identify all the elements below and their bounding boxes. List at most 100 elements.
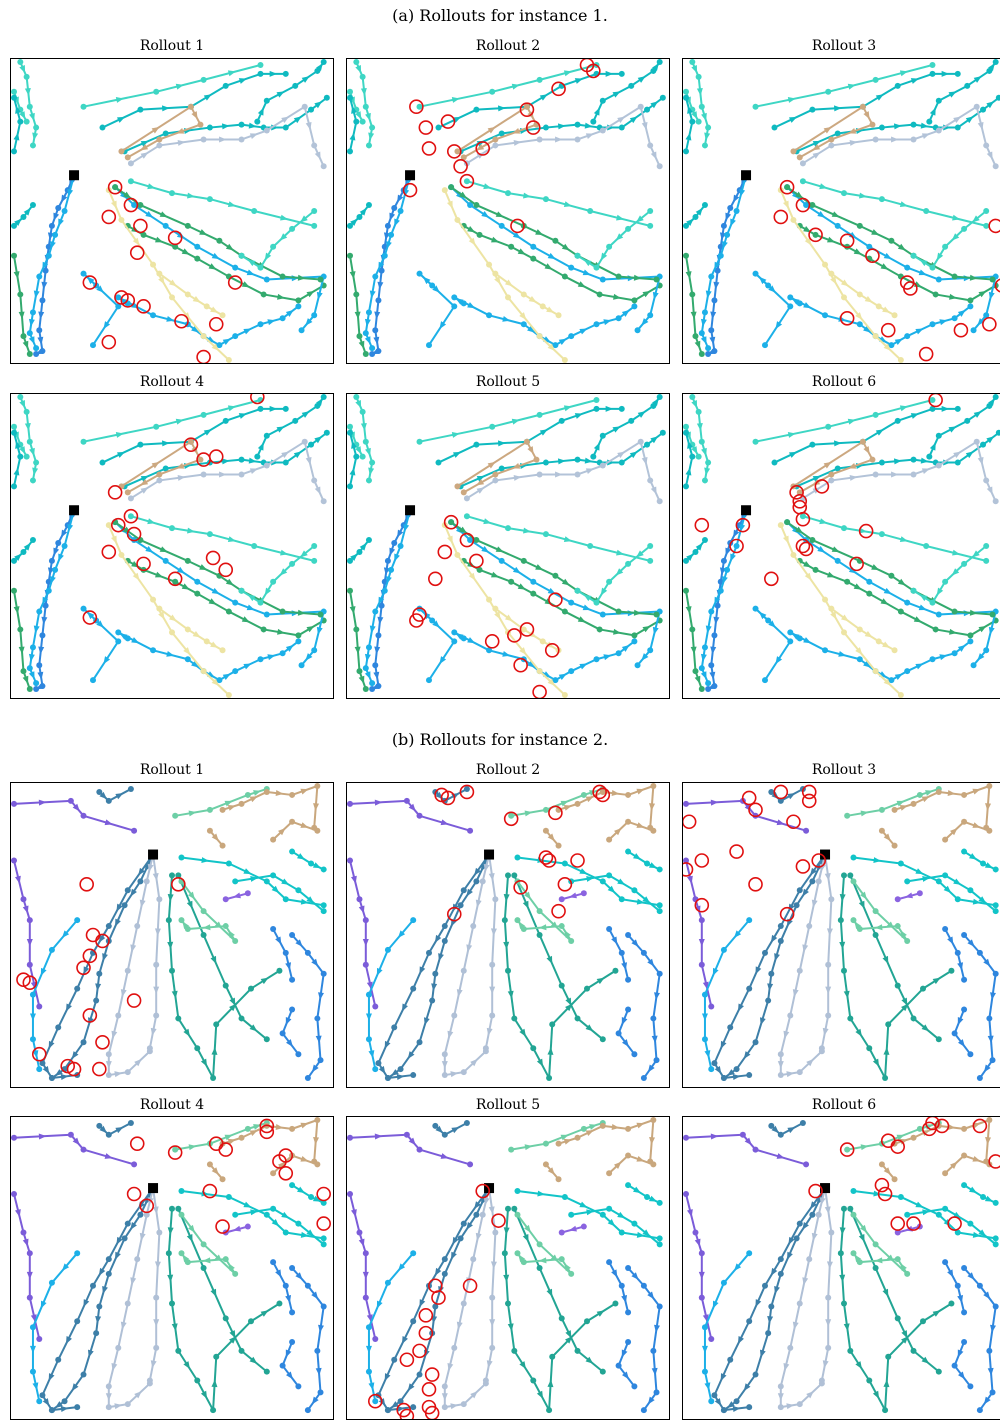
customer-node xyxy=(172,243,179,250)
customer-node xyxy=(536,908,543,915)
customer-node xyxy=(505,967,511,974)
highlight-ring xyxy=(459,784,475,800)
route-path xyxy=(127,513,318,564)
customer-node xyxy=(146,1377,153,1384)
customer-node xyxy=(194,1045,201,1052)
direction-arrow xyxy=(704,467,711,476)
highlight-ring xyxy=(789,485,804,500)
customer-node xyxy=(184,1259,191,1266)
customer-node xyxy=(362,917,369,924)
customer-node xyxy=(683,587,689,594)
highlight-ring xyxy=(174,313,189,329)
route-path xyxy=(369,172,414,358)
direction-arrow xyxy=(871,564,880,571)
customer-node xyxy=(362,961,369,968)
customer-node xyxy=(954,459,961,466)
direction-arrow xyxy=(474,1201,481,1210)
customer-node xyxy=(451,1012,458,1019)
customer-node xyxy=(289,1182,296,1189)
customer-node xyxy=(45,252,52,259)
customer-node xyxy=(705,459,712,466)
customer-node xyxy=(153,961,160,968)
customer-node xyxy=(701,202,708,209)
highlight-ring xyxy=(811,853,827,868)
customer-node xyxy=(219,312,226,319)
direction-arrow xyxy=(972,822,981,828)
direction-arrow xyxy=(523,527,531,534)
customer-node xyxy=(39,297,46,304)
direction-arrow xyxy=(15,105,21,114)
direction-arrow xyxy=(227,405,236,412)
direction-arrow xyxy=(199,564,208,571)
direction-arrow xyxy=(285,1294,292,1303)
direction-arrow xyxy=(311,1291,319,1300)
direction-arrow xyxy=(880,263,889,270)
customer-node xyxy=(910,136,917,143)
customer-node xyxy=(254,118,261,125)
customer-node xyxy=(599,1211,606,1218)
customer-node xyxy=(347,222,353,229)
direction-arrow xyxy=(988,398,995,407)
customer-node xyxy=(505,872,511,879)
direction-arrow xyxy=(507,990,514,999)
highlight-ring xyxy=(440,790,456,806)
route-path xyxy=(254,394,327,460)
customer-node xyxy=(825,1344,832,1351)
highlight-ring xyxy=(808,1183,823,1199)
direction-arrow xyxy=(502,315,511,322)
customer-node xyxy=(410,1404,417,1411)
direction-arrow xyxy=(187,527,195,534)
customer-node xyxy=(844,1146,851,1153)
customer-node xyxy=(270,836,277,843)
customer-node xyxy=(156,1229,163,1236)
direction-arrow xyxy=(168,614,177,622)
customer-node xyxy=(347,148,353,155)
customer-node xyxy=(866,590,873,597)
customer-node xyxy=(347,557,353,564)
customer-node xyxy=(320,1199,327,1206)
direction-arrow xyxy=(988,63,995,72)
customer-node xyxy=(869,121,876,128)
customer-node xyxy=(897,692,904,698)
route-path xyxy=(384,1185,493,1414)
direction-arrow xyxy=(636,1122,645,1129)
highlight-ring xyxy=(453,159,468,174)
direction-arrow xyxy=(32,467,39,476)
customer-node xyxy=(45,587,52,594)
direction-arrow xyxy=(605,405,614,412)
direction-arrow xyxy=(162,105,170,112)
direction-arrow xyxy=(633,609,642,616)
direction-arrow xyxy=(834,105,842,112)
direction-arrow xyxy=(386,576,392,585)
customer-node xyxy=(460,300,467,307)
direction-arrow xyxy=(275,936,282,945)
route-path xyxy=(270,1152,321,1177)
customer-node xyxy=(568,333,575,340)
direction-arrow xyxy=(279,233,288,241)
customer-node xyxy=(828,142,835,149)
direction-arrow xyxy=(177,139,186,146)
route-path xyxy=(416,396,600,445)
customer-node xyxy=(708,608,715,615)
customer-node xyxy=(850,1250,857,1257)
direction-arrow xyxy=(636,215,644,223)
customer-node xyxy=(17,626,24,633)
customer-node xyxy=(203,638,210,645)
direction-arrow xyxy=(874,924,883,931)
customer-node xyxy=(701,142,708,149)
customer-node xyxy=(872,1241,879,1248)
customer-node xyxy=(257,70,264,77)
customer-node xyxy=(270,1205,277,1212)
direction-arrow xyxy=(408,803,416,812)
direction-arrow xyxy=(897,578,906,586)
customer-node xyxy=(74,985,81,992)
direction-arrow xyxy=(456,1321,463,1330)
direction-arrow xyxy=(613,628,621,635)
customer-node xyxy=(866,1045,873,1052)
route-path xyxy=(961,932,999,1082)
direction-arrow xyxy=(872,1390,880,1399)
customer-node xyxy=(558,923,565,930)
direction-arrow xyxy=(368,1050,375,1059)
route-path xyxy=(178,1188,327,1242)
direction-arrow xyxy=(285,1371,293,1380)
